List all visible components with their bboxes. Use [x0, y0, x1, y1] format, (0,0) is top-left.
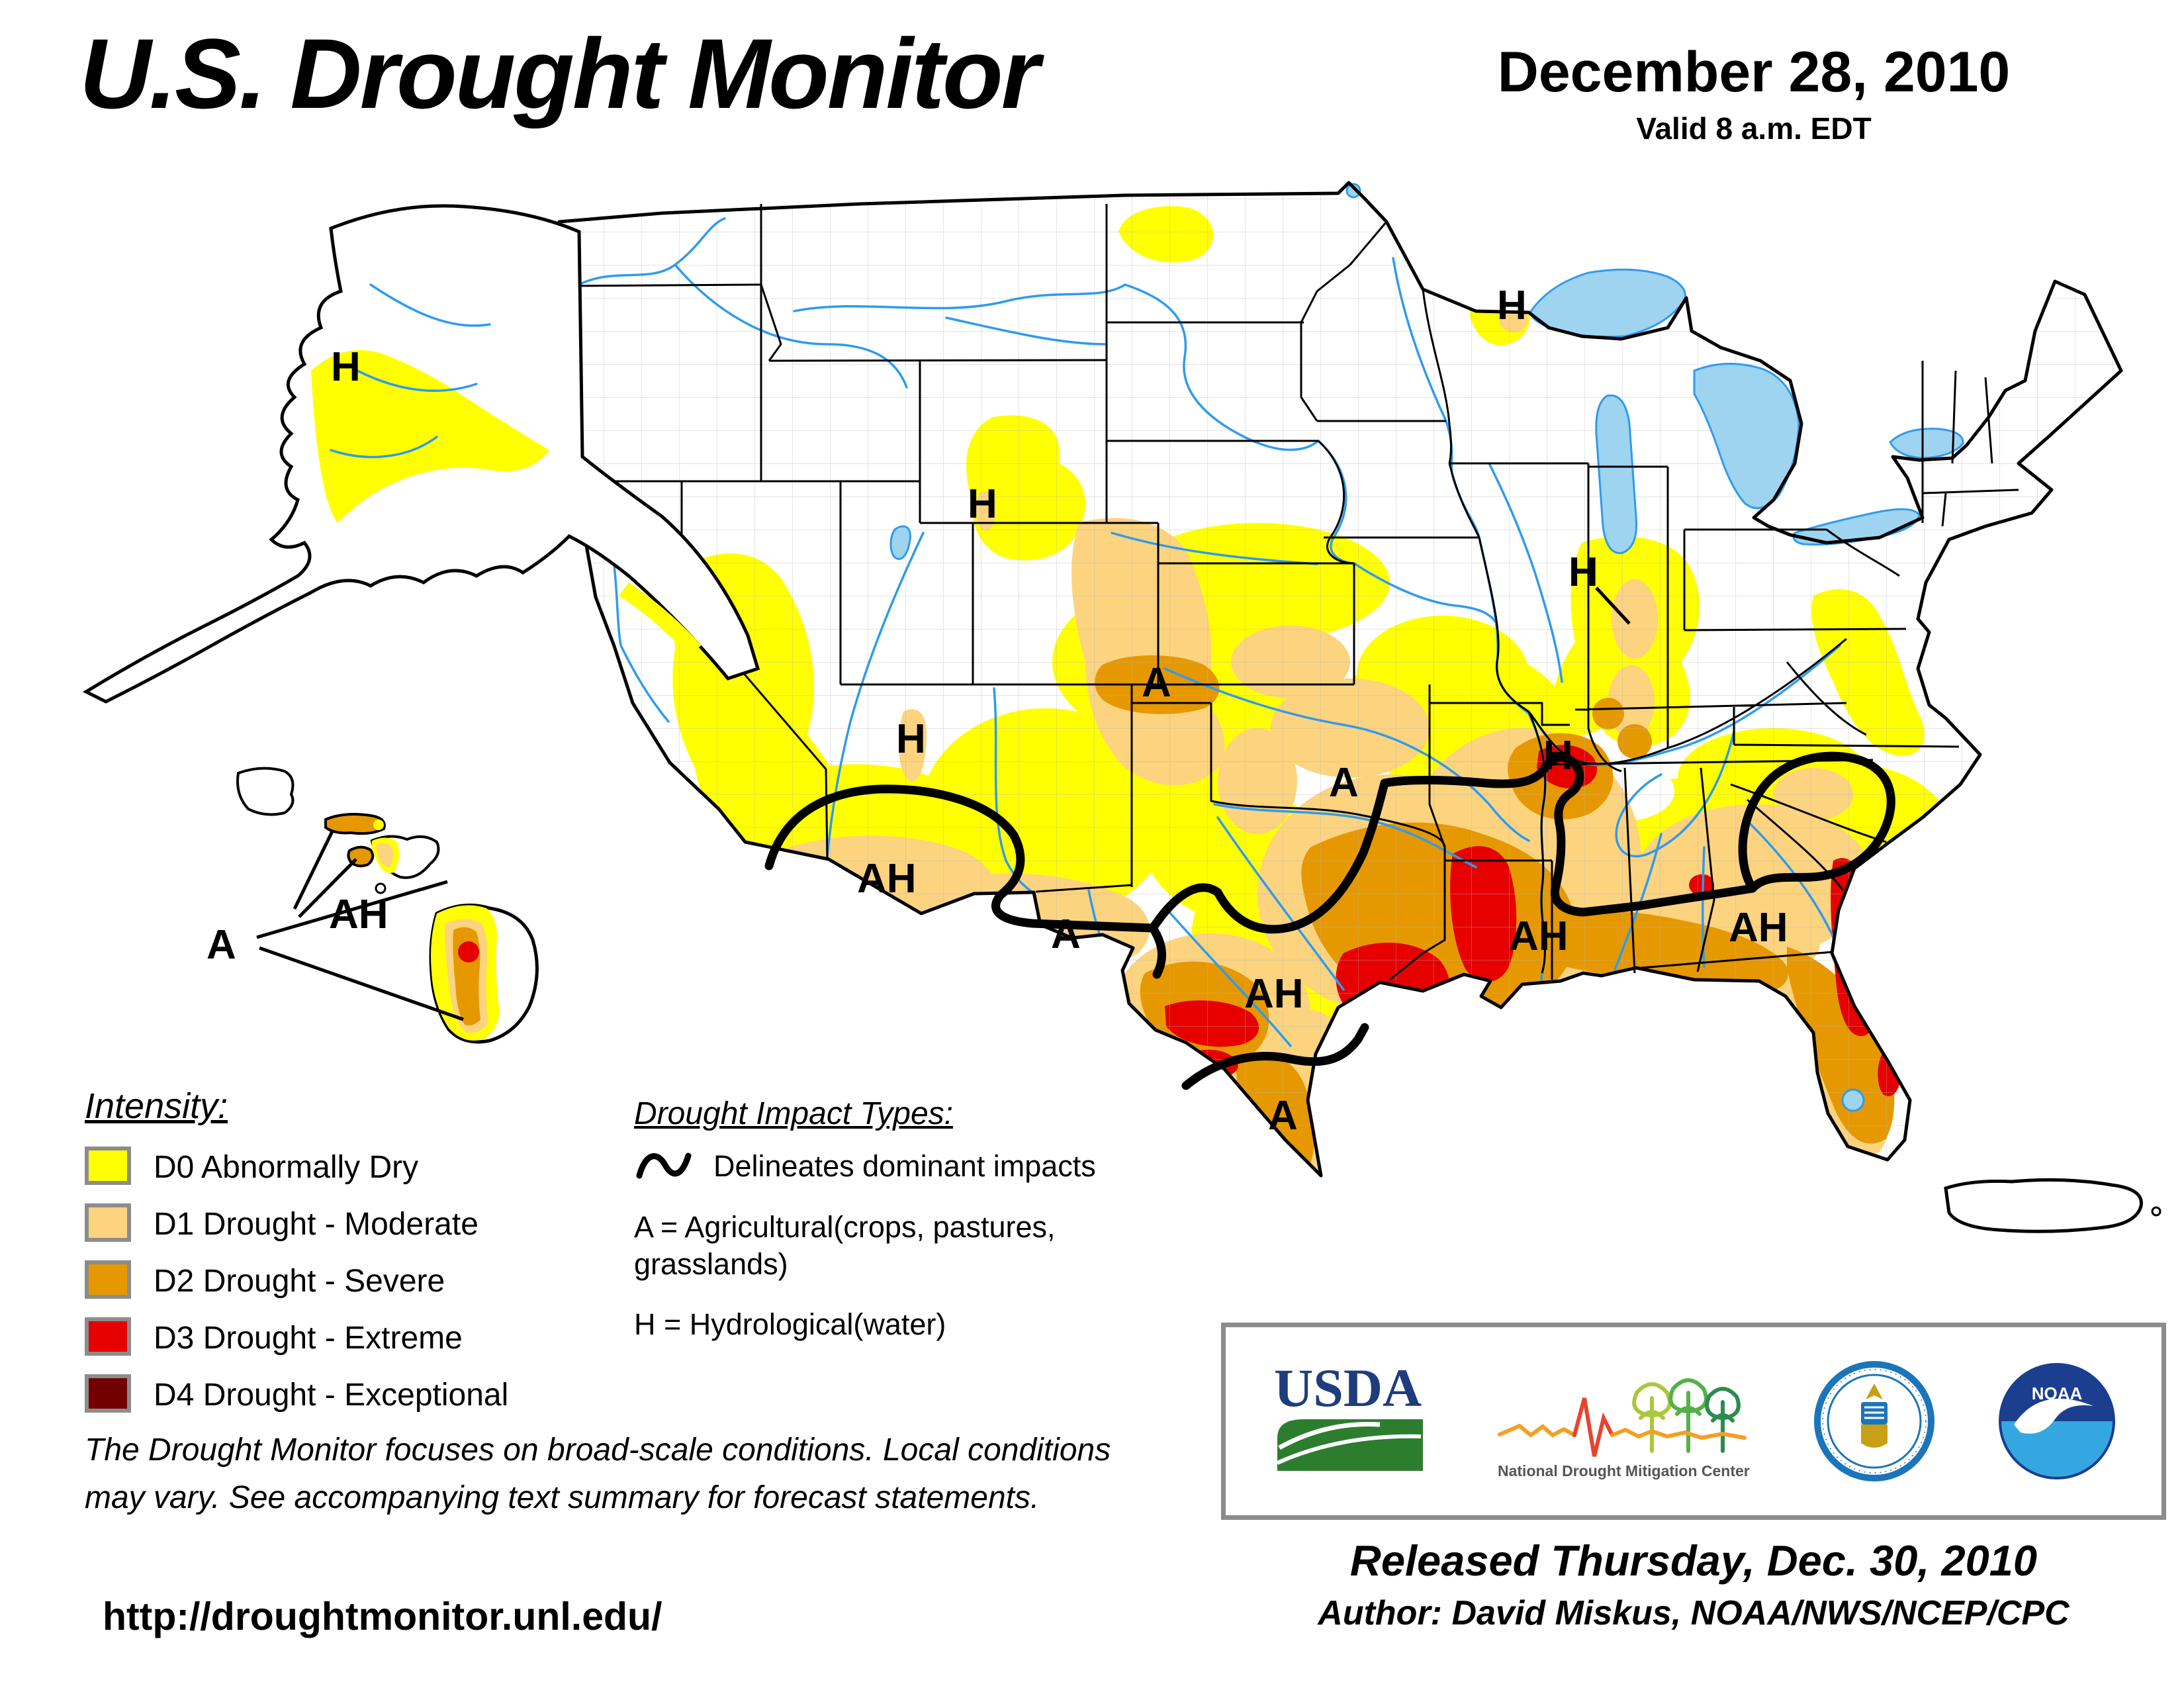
delineates-text: Delineates dominant impacts	[713, 1149, 1096, 1183]
hydrological-text: H = Hydrological(water)	[634, 1307, 946, 1341]
release-block: Released Thursday, Dec. 30, 2010 Author:…	[1221, 1536, 2166, 1633]
page-title: U.S. Drought Monitor	[79, 18, 1040, 129]
d2-swatch	[85, 1260, 131, 1299]
impact-delineation-lines	[764, 751, 1895, 1090]
label-arizona: AH	[857, 856, 917, 902]
commerce-seal	[1814, 1361, 1934, 1481]
label-new-mexico-south: A	[1051, 912, 1081, 957]
agricultural-text: A = Agricultural(crops, pastures, grassl…	[634, 1210, 1056, 1282]
disclaimer-text: The Drought Monitor focuses on broad-sca…	[85, 1432, 1111, 1515]
legend-item-d2: D2 Drought - Severe	[85, 1252, 634, 1309]
label-hawaii-a: A	[206, 922, 236, 968]
legend-label: D4 Drought - Exceptional	[154, 1377, 509, 1413]
label-wyoming: H	[968, 481, 997, 527]
legend-item-d1: D1 Drought - Moderate	[85, 1196, 634, 1252]
legend-label: D0 Abnormally Dry	[154, 1149, 419, 1185]
impact-heading: Drought Impact Types:	[634, 1096, 953, 1131]
label-new-mexico-north: H	[896, 716, 926, 762]
ndmc-logo: National Drought Mitigation Center	[1498, 1378, 1750, 1479]
label-kansas: A	[1329, 760, 1359, 806]
svg-text:National Drought Mitigation Ce: National Drought Mitigation Center	[1498, 1462, 1750, 1479]
label-lower-mississippi: AH	[1509, 914, 1569, 959]
hawaii-inset	[236, 767, 539, 1044]
map-labels: H AH A H H H A H A H AH A AH AH AH A	[206, 283, 1788, 1139]
alaska-inset	[82, 204, 760, 704]
legend-item-d0: D0 Abnormally Dry	[85, 1139, 634, 1196]
d4-swatch	[85, 1374, 131, 1413]
intensity-legend: Intensity: D0 Abnormally Dry D1 Drought …	[85, 1086, 634, 1423]
label-colorado: A	[1142, 660, 1171, 706]
d3-swatch	[85, 1317, 131, 1356]
d0-swatch	[85, 1147, 131, 1185]
label-hawaii-ah: AH	[329, 892, 388, 937]
label-indiana: H	[1569, 549, 1598, 595]
d1-swatch	[85, 1203, 131, 1242]
legend-heading: Intensity:	[85, 1086, 228, 1126]
legend-item-d4: D4 Drought - Exceptional	[85, 1366, 634, 1423]
date-block: December 28, 2010 Valid 8 a.m. EDT	[1423, 40, 2085, 146]
legend-label: D3 Drought - Extreme	[154, 1320, 463, 1356]
squiggle-icon	[636, 1152, 692, 1179]
label-southeast: AH	[1729, 905, 1788, 951]
drought-regions	[559, 183, 2121, 1176]
map-date: December 28, 2010	[1497, 40, 2011, 104]
agency-logo-box: USDA National Drought Mitigation Center …	[1221, 1323, 2166, 1520]
author-text: Author: David Miskus, NOAA/NWS/NCEP/CPC	[1318, 1594, 2070, 1632]
released-text: Released Thursday, Dec. 30, 2010	[1349, 1536, 2038, 1585]
puerto-rico-inset	[1944, 1178, 2161, 1233]
legend-label: D2 Drought - Severe	[154, 1263, 445, 1299]
label-texas: AH	[1244, 971, 1304, 1017]
valid-time: Valid 8 a.m. EDT	[1636, 111, 1872, 146]
label-south-texas: A	[1268, 1093, 1298, 1139]
svg-text:USDA: USDA	[1274, 1358, 1422, 1418]
legend-label: D1 Drought - Moderate	[154, 1206, 478, 1242]
usda-logo: USDA	[1274, 1358, 1423, 1471]
legend-item-d3: D3 Drought - Extreme	[85, 1309, 634, 1366]
svg-text:NOAA: NOAA	[2032, 1383, 2083, 1403]
label-minnesota: H	[1497, 283, 1527, 328]
state-borders	[564, 204, 2019, 981]
impact-types-block: Drought Impact Types: Delineates dominan…	[634, 1096, 1163, 1343]
label-missouri: H	[1543, 733, 1573, 778]
drought-monitor-url: http://droughtmonitor.unl.edu/	[103, 1595, 662, 1638]
label-alaska: H	[331, 344, 361, 390]
noaa-logo: NOAA	[1999, 1363, 2115, 1479]
